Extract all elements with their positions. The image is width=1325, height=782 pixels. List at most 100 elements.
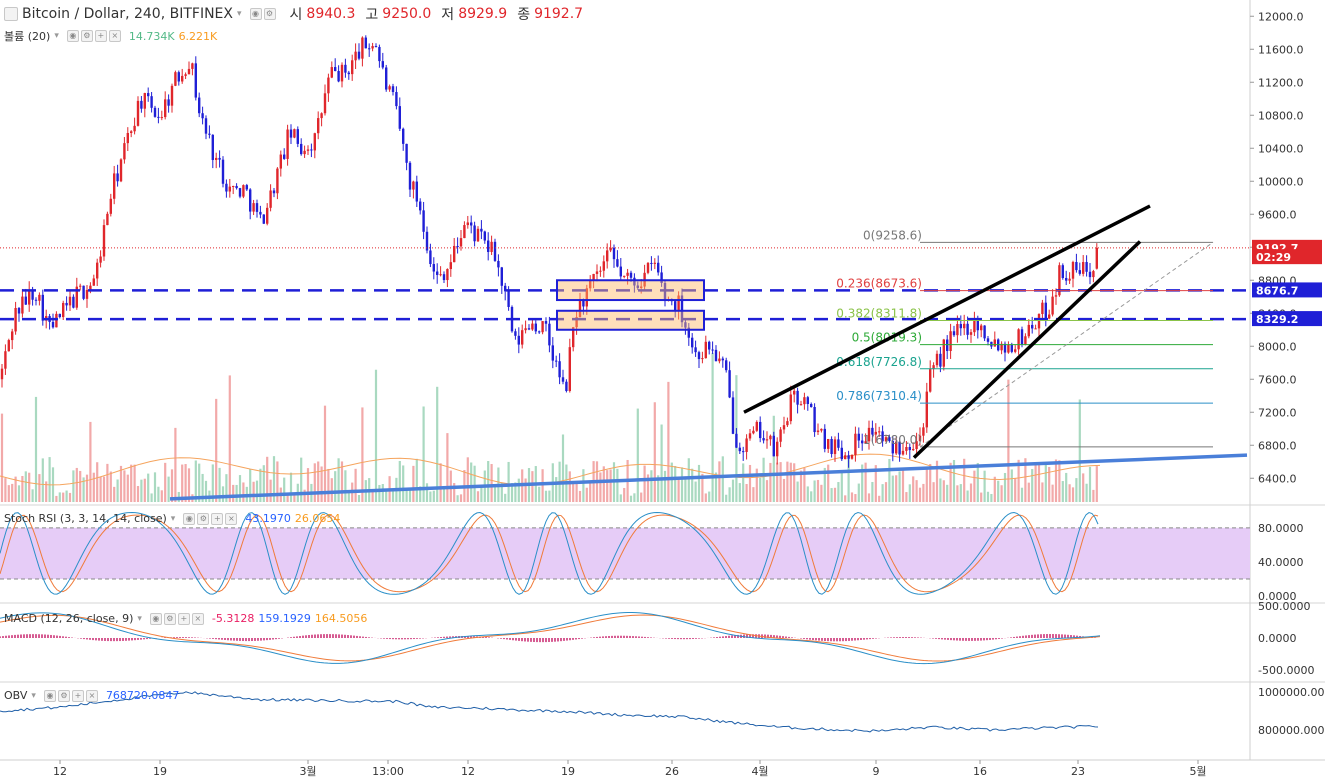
- eye-icon[interactable]: ◉: [43, 689, 56, 702]
- candle-body: [837, 439, 840, 448]
- chevron-down-icon[interactable]: ▾: [137, 613, 142, 624]
- fib-retracement[interactable]: 0(9258.6) 0.236(8673.6) 0.382(8311.8) 0.5(8…: [836, 228, 1214, 448]
- eye-icon[interactable]: ◉: [183, 512, 196, 525]
- eye-icon[interactable]: ◉: [66, 30, 79, 42]
- candle-body: [62, 302, 65, 318]
- chevron-down-icon[interactable]: ▾: [31, 690, 36, 701]
- volume-bar: [884, 482, 888, 502]
- volume-bar: [895, 475, 898, 502]
- volume-bar: [959, 484, 962, 502]
- candle-body: [599, 270, 602, 272]
- candle-body: [799, 404, 803, 406]
- fib-level-label: 0.5(8019.3): [852, 331, 922, 345]
- candle-body: [657, 262, 660, 273]
- volume-bar: [459, 494, 463, 502]
- volume-bar: [997, 480, 1000, 502]
- volume-bar: [470, 462, 473, 502]
- gear-icon[interactable]: ⚙: [57, 689, 70, 702]
- candle-body: [7, 340, 10, 352]
- add-icon[interactable]: +: [211, 512, 224, 525]
- wedge-upper-line[interactable]: [743, 204, 1151, 414]
- candle-body: [762, 438, 765, 441]
- volume-bar: [776, 462, 779, 502]
- chevron-down-icon[interactable]: ▾: [236, 9, 242, 19]
- candle-body: [932, 365, 935, 370]
- volume-bar: [187, 468, 191, 502]
- volume-bar: [357, 495, 361, 502]
- candle-body: [405, 143, 408, 163]
- fib-level-label: 0.382(8311.8): [836, 307, 922, 321]
- obv-tick-label: 800000.0000: [1258, 724, 1325, 737]
- candle-body: [1003, 343, 1007, 353]
- stoch-tick-label: 0.0000: [1258, 590, 1297, 603]
- close-icon[interactable]: ×: [108, 30, 121, 42]
- consolidation-box[interactable]: [556, 279, 705, 302]
- volume-bar: [143, 478, 146, 502]
- volume-bar: [473, 465, 476, 502]
- volume-bar: [89, 421, 92, 502]
- volume-bar: [609, 469, 612, 502]
- volume-bar: [847, 456, 850, 502]
- candle-body: [847, 455, 850, 459]
- collapse-icon[interactable]: [4, 7, 18, 21]
- candle-body: [4, 351, 7, 369]
- candle-body: [718, 358, 721, 362]
- price-badge: [1252, 311, 1322, 327]
- gear-icon[interactable]: ⚙: [80, 30, 93, 42]
- candle-body: [1020, 329, 1024, 345]
- eye-icon[interactable]: ◉: [249, 8, 262, 20]
- volume-bar: [674, 465, 677, 502]
- volume-bar: [653, 402, 656, 502]
- wedge-lower-line[interactable]: [912, 240, 1142, 459]
- candle-body: [157, 116, 160, 118]
- eye-icon[interactable]: ◉: [149, 612, 162, 625]
- add-icon[interactable]: +: [71, 689, 84, 702]
- candle-body: [582, 299, 585, 307]
- candle-body: [1007, 344, 1010, 353]
- candle-body: [395, 92, 398, 107]
- candle-body: [446, 269, 449, 281]
- volume-bar: [204, 480, 208, 502]
- macd-signal-value: 164.5056: [314, 612, 368, 625]
- candle-body: [864, 441, 867, 444]
- candle-body: [160, 117, 163, 119]
- obv-tick-label: 1000000.0000: [1258, 686, 1325, 699]
- volume-bar: [541, 469, 544, 502]
- volume-bar: [912, 476, 915, 502]
- time-tick-label: 12: [53, 765, 67, 778]
- fib-level-label: 1(6780.0): [863, 433, 922, 447]
- volume-bar: [493, 484, 497, 502]
- add-icon[interactable]: +: [94, 30, 107, 42]
- volume-bar: [514, 482, 517, 502]
- candle-body: [221, 159, 225, 184]
- consolidation-box[interactable]: [556, 309, 705, 331]
- add-icon[interactable]: +: [177, 612, 190, 625]
- candle-body: [133, 125, 136, 132]
- low-label: 저: [441, 7, 455, 23]
- volume-bar: [871, 482, 874, 502]
- candle-body: [259, 211, 262, 215]
- candle-body: [861, 440, 864, 444]
- gear-icon[interactable]: ⚙: [263, 8, 276, 20]
- grid-lines: [0, 0, 1325, 761]
- candle-body: [116, 173, 119, 182]
- volume-bar: [803, 467, 806, 502]
- candle-body: [38, 294, 41, 301]
- stoch-rsi-pane: [0, 511, 1250, 595]
- chevron-down-icon[interactable]: ▾: [170, 513, 176, 524]
- gear-icon[interactable]: ⚙: [197, 512, 210, 525]
- chevron-down-icon[interactable]: ▾: [54, 31, 59, 41]
- close-icon[interactable]: ×: [85, 689, 98, 702]
- drawing-overlays[interactable]: 0(9258.6) 0.236(8673.6) 0.382(8311.8) 0.5(8…: [0, 204, 1250, 501]
- volume-bar: [490, 464, 493, 502]
- volume-bar: [24, 471, 27, 502]
- close-icon[interactable]: ×: [225, 512, 238, 525]
- long-trendline[interactable]: [169, 453, 1248, 501]
- gear-icon[interactable]: ⚙: [163, 612, 176, 625]
- volume-bar: [160, 490, 163, 502]
- candle-body: [459, 238, 463, 247]
- close-icon[interactable]: ×: [191, 612, 204, 625]
- volume-bar: [640, 492, 643, 502]
